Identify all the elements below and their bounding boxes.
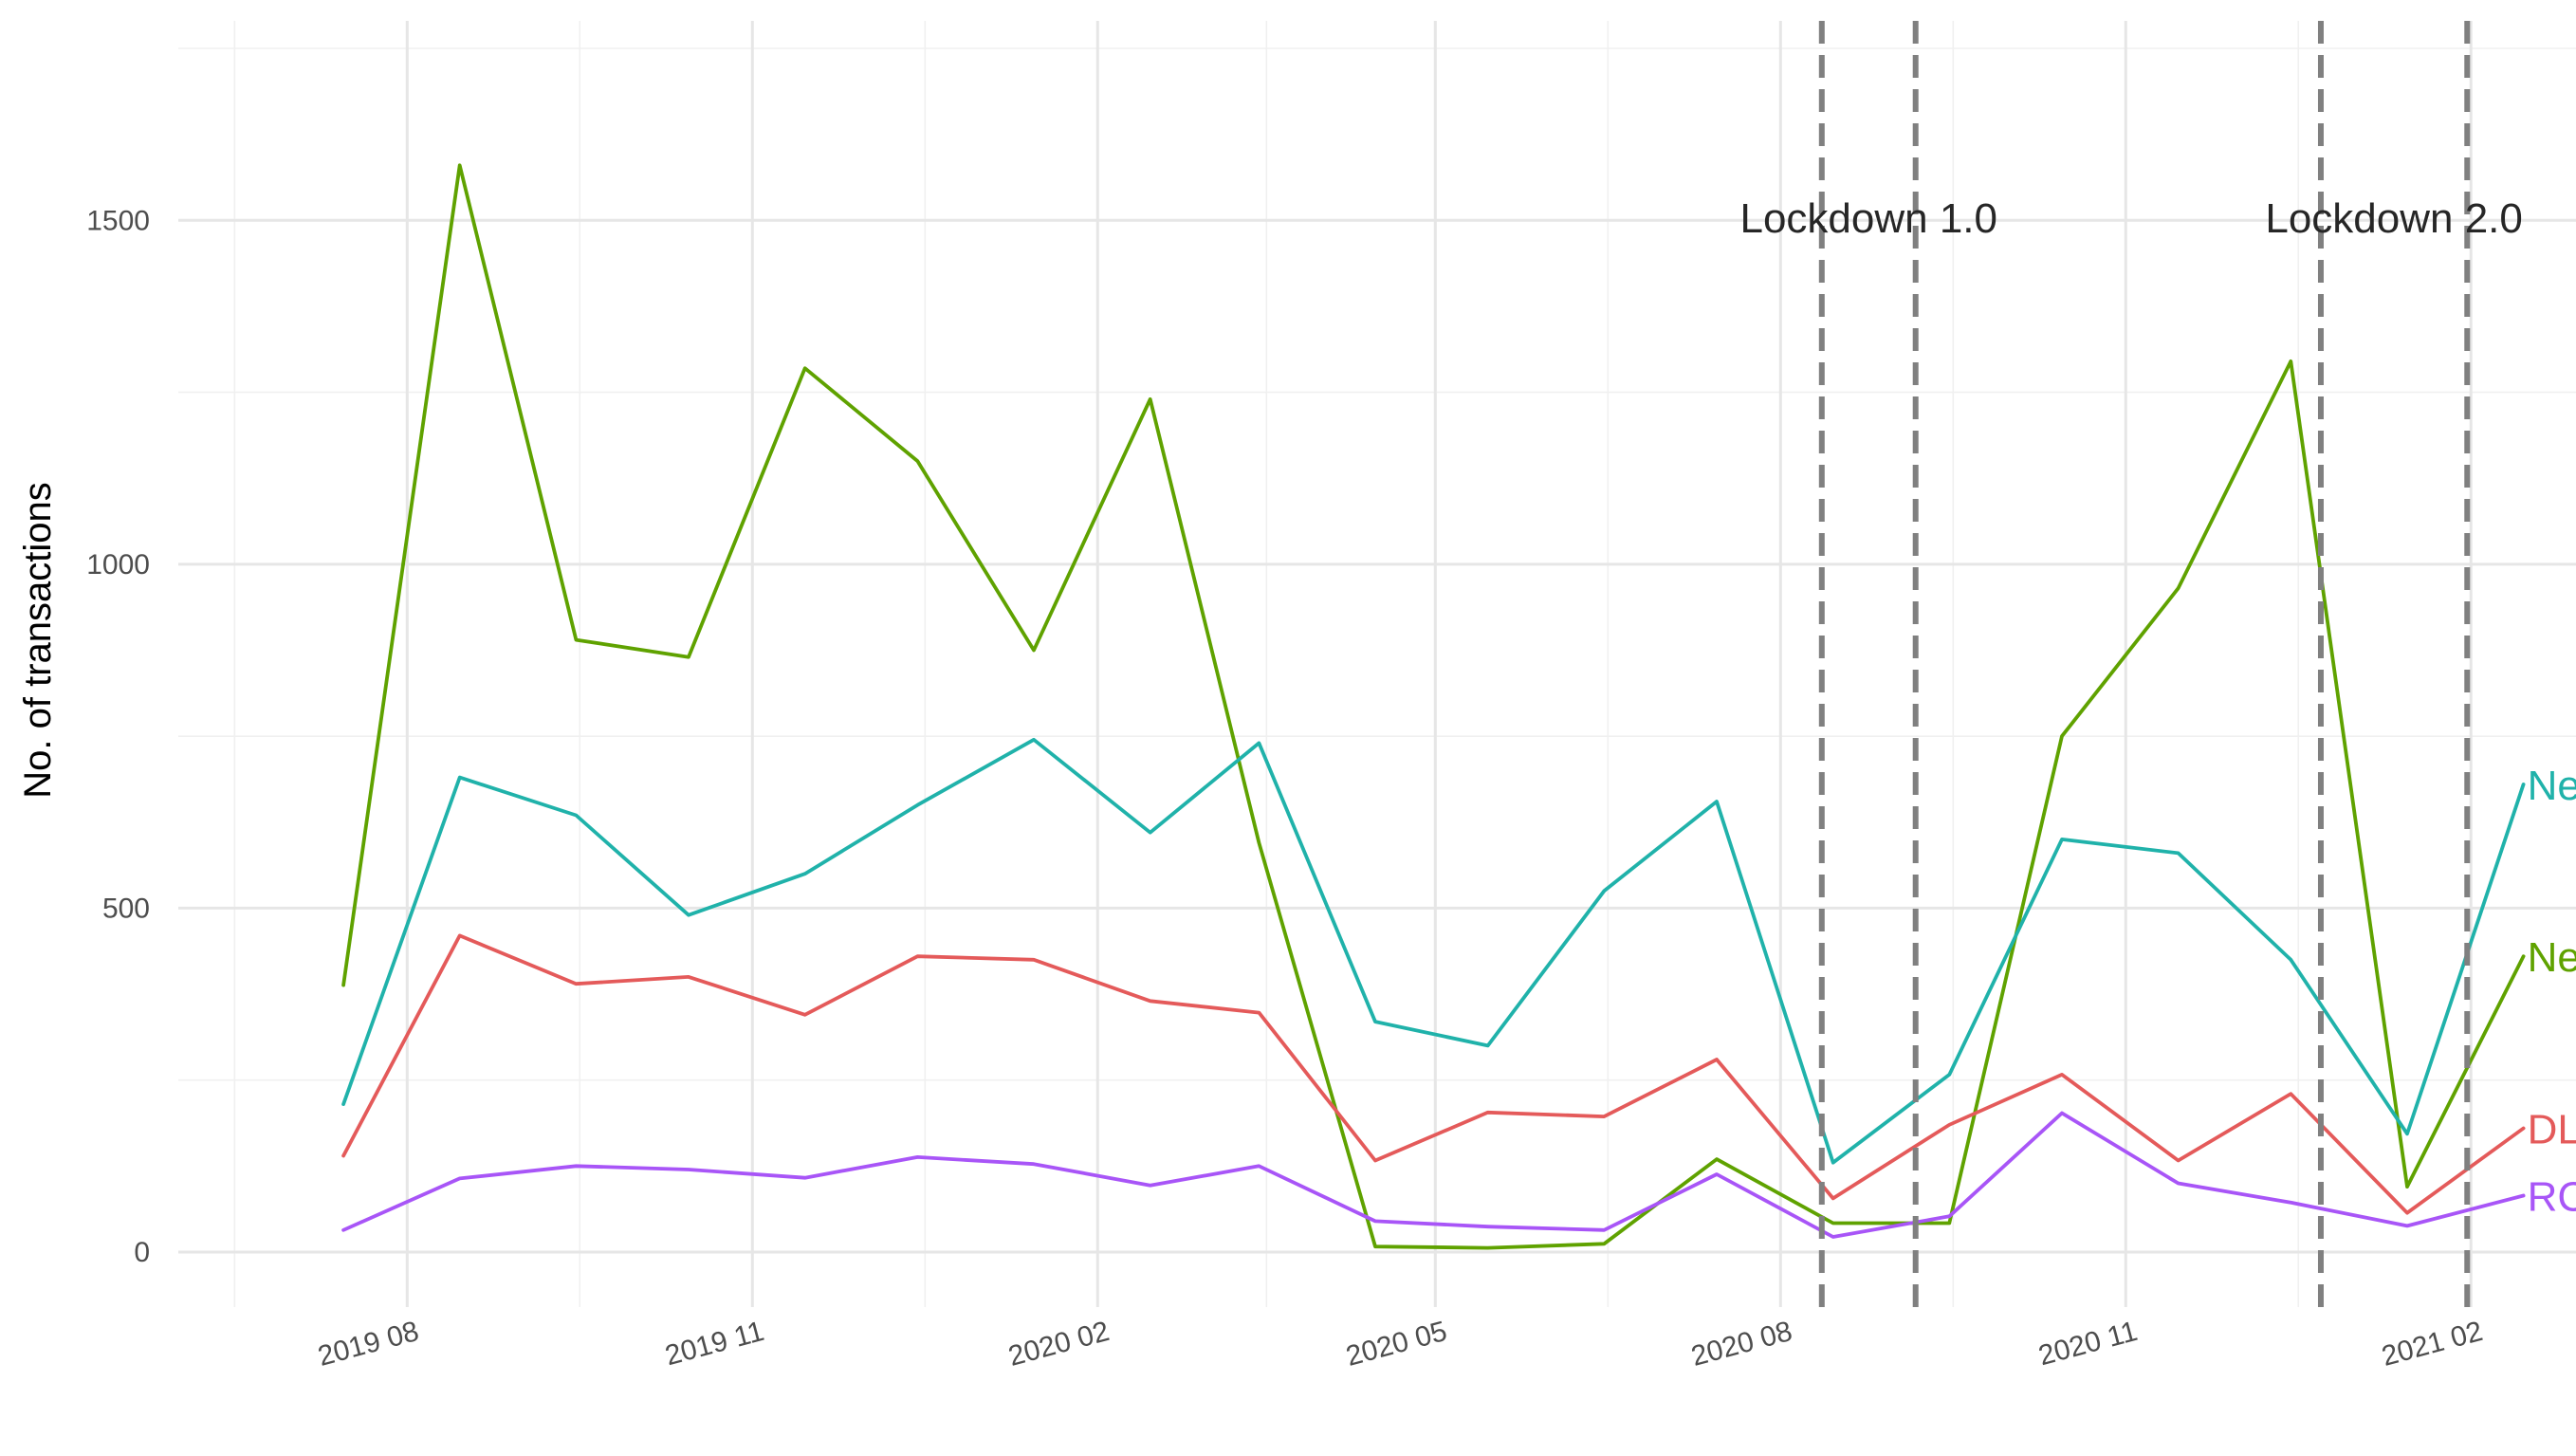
series-line-rc-replace: [341, 1111, 2526, 1239]
x-tick-label: 2019 08: [315, 1316, 422, 1373]
series-line-dl-replace: [341, 933, 2526, 1215]
end-label-dl-replace: DL replace: [2528, 1106, 2576, 1152]
x-tick-label: 2020 02: [1005, 1316, 1113, 1373]
lockdown-labels: Lockdown 1.0 Lockdown 2.0: [1739, 195, 2522, 242]
series-end-labels: New DL New RC DL replace RC replace: [2528, 763, 2576, 1221]
y-tick-label: 1500: [86, 205, 150, 236]
series-lines: [341, 163, 2526, 1250]
end-label-new-dl: New DL: [2528, 934, 2576, 981]
end-label-new-rc: New RC: [2528, 763, 2576, 809]
y-axis-tick-labels: 0 500 1000 1500: [86, 205, 150, 1268]
lockdown-label: Lockdown 2.0: [2265, 195, 2523, 242]
series-line-new-dl: [341, 163, 2526, 1250]
y-tick-label: 0: [134, 1237, 150, 1268]
x-tick-label: 2021 02: [2379, 1316, 2486, 1373]
minor-gridlines: [178, 21, 2576, 1307]
x-tick-label: 2020 08: [1688, 1316, 1795, 1373]
lockdown-markers: [1818, 21, 2471, 1307]
x-tick-label: 2020 05: [1343, 1316, 1450, 1373]
x-tick-label: 2020 11: [2035, 1316, 2141, 1372]
lockdown-label: Lockdown 1.0: [1739, 195, 1997, 242]
series-line-new-rc: [341, 737, 2526, 1165]
major-gridlines: [178, 21, 2576, 1307]
y-tick-label: 1000: [86, 549, 150, 581]
y-axis-title: No. of transactions: [17, 482, 59, 799]
end-label-rc-replace: RC replace: [2528, 1174, 2576, 1221]
x-axis-tick-labels: 2019 08 2019 11 2020 02 2020 05 2020 08 2020 …: [315, 1316, 2486, 1373]
y-tick-label: 500: [102, 893, 150, 924]
x-tick-label: 2019 11: [662, 1316, 767, 1372]
